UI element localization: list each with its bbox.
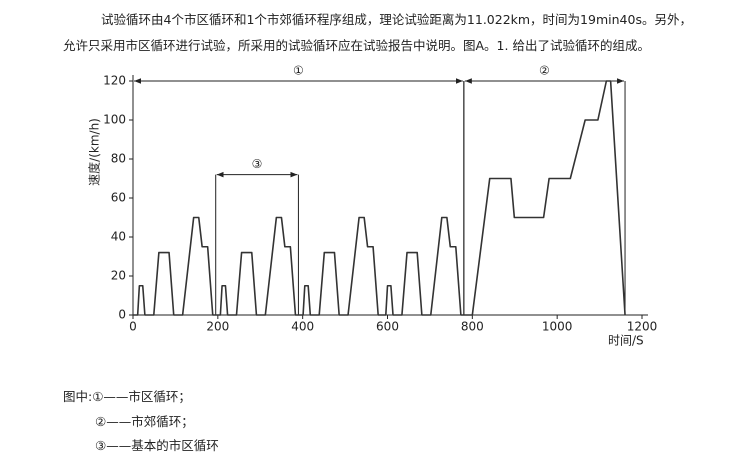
x-tick-label: 600: [376, 320, 399, 334]
y-tick-label: 20: [111, 269, 126, 283]
legend-note: ③——基本的市区循环: [95, 438, 219, 453]
speed-line: [133, 80, 626, 316]
x-tick-label: 0: [129, 320, 137, 334]
x-tick-label: 800: [461, 320, 484, 334]
y-tick-label: 100: [103, 113, 126, 127]
bracket-label: ③: [252, 157, 263, 171]
y-tick-label: 60: [111, 191, 126, 205]
x-axis-label: 时间/S: [608, 334, 644, 348]
bracket-label: ②: [539, 64, 550, 78]
x-tick-label: 400: [291, 320, 314, 334]
bracket-label: ①: [293, 64, 304, 78]
x-tick-label: 200: [206, 320, 229, 334]
paragraph-line: 允许只采用市区循环进行试验，所采用的试验循环应在试验报告中说明。图A。1. 给出…: [63, 38, 650, 53]
y-tick-label: 120: [103, 74, 126, 88]
y-axis-label: 速度/(km/h): [87, 118, 102, 186]
x-tick-label: 1200: [627, 320, 658, 334]
y-tick-label: 0: [118, 308, 126, 322]
x-tick-label: 1000: [542, 320, 573, 334]
y-tick-label: 80: [111, 152, 126, 166]
y-tick-label: 40: [111, 230, 126, 244]
legend-note: 图中:①——市区循环；: [63, 389, 191, 404]
paragraph-line: 试验循环由4个市区循环和1个市郊循环程序组成，理论试验距离为11.022km，时…: [101, 12, 692, 27]
legend-note: ②——市郊循环；: [95, 414, 194, 429]
